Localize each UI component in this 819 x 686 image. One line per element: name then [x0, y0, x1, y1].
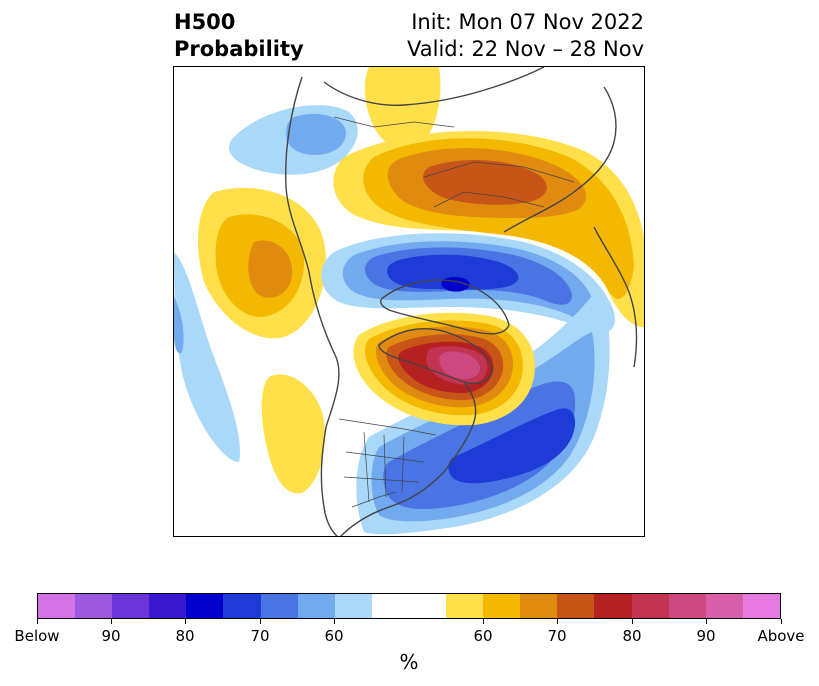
valid-range: Valid: 22 Nov – 28 Nov — [407, 37, 644, 61]
canada-above-90 — [439, 351, 481, 380]
pacific-below-50-west — [174, 252, 240, 462]
colorbar-segment — [260, 594, 298, 618]
north-america-east-coast — [340, 381, 477, 536]
pacific-below-60-west — [174, 297, 184, 354]
colorbar-tick — [780, 619, 782, 624]
probability-colorbar — [37, 593, 781, 619]
atlantic-below-75 — [448, 408, 576, 484]
colorbar-segment — [631, 594, 669, 618]
colorbar-segment — [371, 594, 447, 618]
colorbar-tick — [110, 619, 112, 624]
colorbar-segment — [742, 594, 780, 618]
colorbar-segment — [149, 594, 187, 618]
colorbar-unit: % — [399, 650, 419, 674]
country-borders — [333, 116, 575, 508]
colorbar-segment — [557, 594, 595, 618]
colorbar-segment — [75, 594, 113, 618]
chart-title: H500 Probability — [174, 9, 304, 63]
colorbar-tick-label: 70 — [250, 627, 270, 645]
colorbar-tick-label: 60 — [473, 627, 493, 645]
colorbar-segment — [446, 594, 484, 618]
colorbar-tick — [184, 619, 186, 624]
scandinavia-coast — [593, 226, 638, 368]
colorbar-tick-label: 70 — [547, 627, 567, 645]
probability-map — [173, 66, 645, 537]
colorbar-tick — [36, 619, 38, 624]
coastlines — [284, 67, 638, 536]
pacific-below-60-top — [286, 113, 346, 155]
greenland-coast — [380, 279, 510, 335]
run-info: Init: Mon 07 Nov 2022 Valid: 22 Nov – 28… — [407, 9, 644, 63]
anomaly-below-arctic — [321, 233, 615, 334]
title-line-1: H500 — [174, 10, 236, 34]
init-date: Init: Mon 07 Nov 2022 — [411, 10, 644, 34]
west-above-70 — [248, 240, 293, 298]
anomaly-above-canada — [353, 312, 535, 426]
us-state-lines-4 — [345, 451, 425, 463]
europe-borders-2 — [433, 191, 545, 208]
colorbar-tick-label: 90 — [101, 627, 121, 645]
southwest-above-50 — [261, 374, 325, 494]
colorbar-tick — [705, 619, 707, 624]
us-state-lines-1 — [363, 431, 370, 503]
colorbar-segment — [223, 594, 261, 618]
us-state-lines-2 — [383, 434, 387, 498]
us-canada-border — [338, 418, 437, 436]
colorbar-segment — [112, 594, 150, 618]
colorbar-segment — [705, 594, 743, 618]
europe-above-75 — [423, 160, 547, 205]
colorbar-segment — [668, 594, 706, 618]
arctic-below-75 — [387, 254, 519, 290]
colorbar-segment — [38, 594, 76, 618]
asia-borders — [333, 116, 455, 128]
colorbar-tick-label: Below — [14, 627, 60, 645]
anomaly-below-atlantic — [356, 287, 610, 535]
asia-coast — [323, 67, 545, 106]
hudson-bay-coast — [378, 328, 493, 385]
colorbar-tick-label: 80 — [622, 627, 642, 645]
colorbar-tick — [333, 619, 335, 624]
colorbar-tick — [631, 619, 633, 624]
colorbar-segment — [334, 594, 372, 618]
title-line-2: Probability — [174, 37, 304, 61]
colorbar-segment — [297, 594, 335, 618]
us-state-lines-5 — [343, 476, 420, 483]
colorbar-segment — [520, 594, 558, 618]
colorbar-tick — [556, 619, 558, 624]
us-state-lines-3 — [401, 436, 405, 493]
colorbar-segment — [483, 594, 521, 618]
colorbar-tick-label: 60 — [324, 627, 344, 645]
anomaly-below-pacific — [174, 105, 358, 462]
colorbar-segment — [186, 594, 224, 618]
colorbar-tick-label: Above — [757, 627, 805, 645]
europe-coast — [503, 86, 617, 233]
europe-borders-1 — [423, 161, 575, 183]
colorbar-tick-label: 80 — [175, 627, 195, 645]
colorbar-tick — [259, 619, 261, 624]
north-america-west-coast — [284, 76, 340, 536]
greenland-above-50 — [364, 67, 441, 150]
colorbar-tick — [482, 619, 484, 624]
map-svg — [174, 67, 644, 536]
colorbar-segment — [594, 594, 632, 618]
colorbar-tick-label: 90 — [696, 627, 716, 645]
us-mexico-border — [351, 491, 397, 508]
